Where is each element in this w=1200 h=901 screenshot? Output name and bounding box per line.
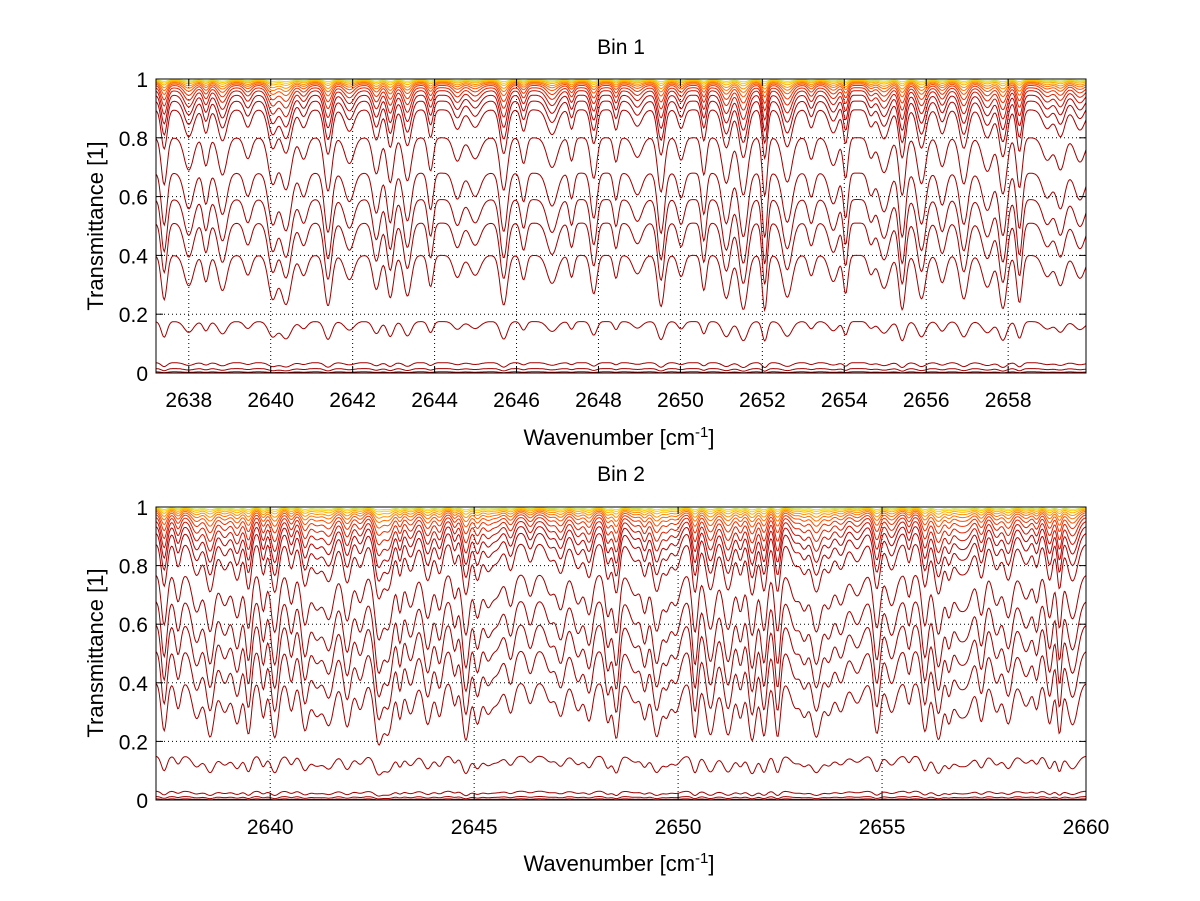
series-line [155, 601, 1087, 675]
series-line [155, 507, 1087, 513]
y-tick-label: 0.2 [119, 304, 148, 327]
series-line [155, 94, 1087, 132]
series-line [155, 510, 1087, 524]
series-line [155, 650, 1087, 721]
series-line [155, 790, 1087, 797]
series-line [155, 574, 1087, 641]
series-line [155, 87, 1087, 112]
y-tick-labels: 0 0.2 0.4 0.6 0.8 1 [119, 69, 1086, 386]
series-line [155, 222, 1087, 286]
x-tick-label: 2660 [1063, 816, 1110, 839]
series-line [155, 137, 1087, 197]
series-line [155, 514, 1087, 536]
x-tick-label: 2658 [985, 389, 1032, 412]
x-tick-label: 2650 [655, 816, 702, 839]
x-tick-labels: 2640 2645 2650 2655 2660 [247, 507, 1110, 839]
x-tick-label: 2656 [903, 389, 950, 412]
y-tick-label: 0.6 [119, 614, 148, 637]
y-tick-label: 0.8 [119, 128, 148, 151]
x-tick-label: 2642 [329, 389, 376, 412]
plot-title: Bin 1 [597, 36, 645, 59]
series-line [155, 512, 1087, 529]
y-tick-label: 1 [136, 497, 148, 520]
y-tick-label: 0.4 [119, 245, 149, 268]
y-tick-label: 0.6 [119, 187, 148, 210]
series-line [155, 172, 1087, 239]
x-tick-label: 2655 [859, 816, 906, 839]
x-tick-labels: 2638 2640 2642 2644 2646 2648 2650 2652 2654 2656… [165, 79, 1032, 412]
series-line [155, 795, 1087, 800]
series-line [155, 543, 1087, 600]
series-line [155, 371, 1087, 374]
y-tick-label: 1 [136, 69, 148, 92]
y-axis-label: Transmittance [1] [83, 568, 108, 737]
series-line [155, 109, 1087, 160]
subplot-bin-1: Bin 1 2638 2640 2642 2644 2646 2648 2650 2652 26… [83, 36, 1087, 450]
y-tick-label: 0 [136, 363, 148, 386]
series-lines [155, 507, 1087, 801]
y-tick-label: 0.2 [119, 731, 148, 754]
x-tick-label: 2648 [575, 389, 622, 412]
series-line [155, 199, 1087, 265]
y-tick-label: 0.4 [119, 673, 149, 696]
series-line [155, 362, 1087, 369]
series-line [155, 507, 1086, 511]
series-lines [155, 79, 1087, 374]
series-line [155, 100, 1087, 145]
series-line [155, 82, 1087, 94]
series-line [155, 798, 1087, 801]
series-line [155, 84, 1087, 104]
x-tick-label: 2640 [247, 389, 294, 412]
series-line [155, 520, 1087, 557]
series-line [155, 509, 1087, 519]
x-tick-label: 2645 [451, 816, 498, 839]
plot-title: Bin 2 [597, 463, 645, 486]
axes-frame [155, 506, 1087, 801]
series-line [155, 683, 1087, 746]
x-tick-label: 2654 [821, 389, 868, 412]
series-line [155, 517, 1087, 546]
x-tick-label: 2646 [493, 389, 540, 412]
series-line [155, 755, 1087, 776]
series-line [155, 254, 1087, 313]
x-tick-label: 2652 [739, 389, 786, 412]
x-tick-label: 2640 [247, 816, 294, 839]
series-line [155, 624, 1087, 698]
x-tick-label: 2644 [411, 389, 458, 412]
series-line [155, 80, 1087, 85]
axes-frame [155, 78, 1087, 374]
series-line [155, 526, 1087, 569]
series-line [155, 321, 1087, 342]
series-line [155, 81, 1087, 90]
x-tick-label: 2650 [657, 389, 704, 412]
series-line [155, 83, 1087, 98]
series-line [155, 90, 1087, 121]
y-axis-label: Transmittance [1] [83, 141, 108, 310]
x-tick-label: 2638 [165, 389, 212, 412]
series-line [155, 508, 1087, 516]
grid-lines [156, 506, 1087, 801]
series-line [155, 80, 1087, 87]
x-axis-label: Wavenumber [cm-1] [523, 850, 714, 876]
y-tick-label: 0.8 [119, 556, 148, 579]
subplot-bin-2: Bin 2 2640 2645 2650 2655 2660 0 0.2 0.4 0.6 0.8… [83, 463, 1109, 876]
series-line [155, 79, 1087, 83]
series-line [155, 368, 1087, 372]
y-tick-labels: 0 0.2 0.4 0.6 0.8 1 [119, 497, 1086, 813]
y-tick-label: 0 [136, 790, 148, 813]
x-axis-label: Wavenumber [cm-1] [523, 424, 714, 450]
series-line [155, 532, 1087, 582]
